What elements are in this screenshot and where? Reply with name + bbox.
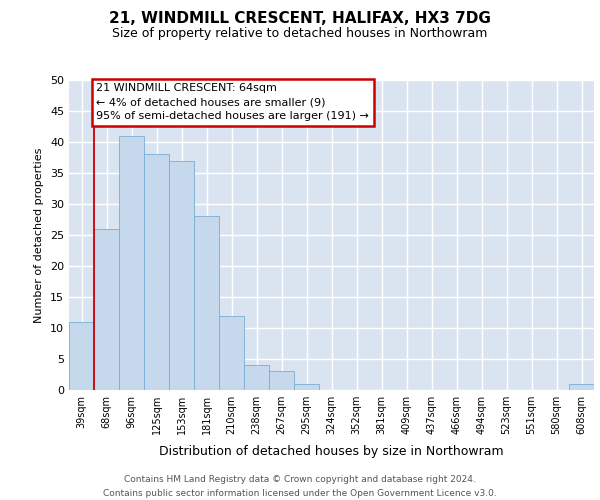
Bar — [194, 216, 219, 390]
X-axis label: Distribution of detached houses by size in Northowram: Distribution of detached houses by size … — [159, 446, 504, 458]
Bar — [569, 384, 594, 390]
Text: 21, WINDMILL CRESCENT, HALIFAX, HX3 7DG: 21, WINDMILL CRESCENT, HALIFAX, HX3 7DG — [109, 11, 491, 26]
Bar — [244, 365, 269, 390]
Bar — [169, 160, 194, 390]
Bar — [294, 384, 319, 390]
Bar — [219, 316, 244, 390]
Bar — [144, 154, 169, 390]
Y-axis label: Number of detached properties: Number of detached properties — [34, 148, 44, 322]
Text: Contains HM Land Registry data © Crown copyright and database right 2024.
Contai: Contains HM Land Registry data © Crown c… — [103, 476, 497, 498]
Bar — [119, 136, 144, 390]
Bar — [94, 229, 119, 390]
Text: 21 WINDMILL CRESCENT: 64sqm
← 4% of detached houses are smaller (9)
95% of semi-: 21 WINDMILL CRESCENT: 64sqm ← 4% of deta… — [97, 83, 370, 121]
Text: Size of property relative to detached houses in Northowram: Size of property relative to detached ho… — [112, 28, 488, 40]
Bar — [69, 322, 94, 390]
Bar — [269, 372, 294, 390]
